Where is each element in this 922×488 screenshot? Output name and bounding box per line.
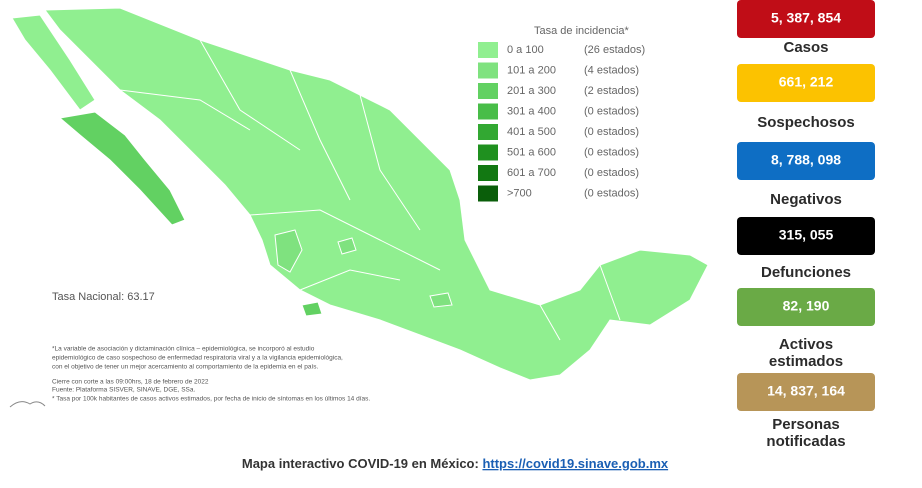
stat-box xyxy=(737,0,875,38)
state-highlight xyxy=(274,229,303,273)
stat-label: Casos xyxy=(783,39,828,56)
legend-count: (2 estados) xyxy=(584,85,639,97)
note: Fuente: Plataforma SISVER, SINAVE, DGE, … xyxy=(52,387,195,394)
stats: 5, 387, 854 Casos 661, 212 Sospechosos 8, 78… xyxy=(737,0,875,450)
stat-value: 14, 837, 164 xyxy=(767,383,845,399)
stat-label: estimados xyxy=(769,353,843,370)
legend-range: 401 a 500 xyxy=(507,126,556,138)
stat-box xyxy=(737,217,875,255)
legend-swatch xyxy=(478,62,498,79)
legend-range: 601 a 700 xyxy=(507,167,556,179)
legend-swatch xyxy=(478,185,498,202)
legend-swatch xyxy=(478,165,498,181)
state-highlight xyxy=(337,237,357,255)
state-highlight xyxy=(429,292,453,308)
legend-range: 201 a 300 xyxy=(507,85,556,97)
stat-value: 661, 212 xyxy=(779,74,834,90)
legend-count: (26 estados) xyxy=(584,44,645,56)
stat-value: 82, 190 xyxy=(783,298,830,314)
stat-label: Personas xyxy=(772,416,840,433)
note: *La variable de asociación y dictaminaci… xyxy=(52,346,315,353)
legend-swatch xyxy=(478,124,498,140)
note: epidemiológico de caso sospechoso de enf… xyxy=(52,355,343,362)
stat-label: Sospechosos xyxy=(757,114,855,131)
legend-swatch xyxy=(478,103,498,120)
map xyxy=(11,7,709,381)
legend-swatch xyxy=(478,144,498,161)
footer-link[interactable]: https://covid19.sinave.gob.mx xyxy=(482,456,668,471)
logo-mark xyxy=(9,401,46,408)
stat-box xyxy=(737,373,875,411)
national-rate: Tasa Nacional: 63.17 xyxy=(52,291,155,303)
stat-value: 5, 387, 854 xyxy=(771,10,841,26)
legend-range: 301 a 400 xyxy=(507,105,556,117)
stat-box xyxy=(737,288,875,326)
legend-count: (0 estados) xyxy=(584,105,639,117)
legend-count: (4 estados) xyxy=(584,64,639,76)
legend-title: Tasa de incidencia* xyxy=(534,25,630,37)
legend-range: 501 a 600 xyxy=(507,146,556,158)
mainland xyxy=(44,7,709,381)
stat-value: 315, 055 xyxy=(779,227,834,243)
legend-count: (0 estados) xyxy=(584,146,639,158)
legend-range: 0 a 100 xyxy=(507,44,544,56)
legend-range: >700 xyxy=(507,187,532,199)
note: * Tasa por 100k habitantes de casos acti… xyxy=(52,396,370,403)
legend-swatch xyxy=(478,83,498,99)
note: con el objetivo de tener un mejor acerca… xyxy=(52,364,318,371)
stat-label: Negativos xyxy=(770,191,842,208)
stat-value: 8, 788, 098 xyxy=(771,152,841,168)
legend-range: 101 a 200 xyxy=(507,64,556,76)
stat-label: notificadas xyxy=(766,433,845,450)
state-lines xyxy=(119,39,621,341)
stat-box xyxy=(737,64,875,102)
baja-california xyxy=(11,14,96,111)
note: Cierre con corte a las 09:00hrs, 18 de f… xyxy=(52,379,209,386)
legend-count: (0 estados) xyxy=(584,187,639,199)
stat-label: Defunciones xyxy=(761,264,851,281)
legend-swatch xyxy=(478,42,498,58)
legend: 0 a 100 (26 estados) 101 a 200 (4 estados) 2… xyxy=(478,42,645,202)
baja-california-sur xyxy=(58,111,186,226)
state-highlight xyxy=(301,301,323,317)
legend-count: (0 estados) xyxy=(584,126,639,138)
stat-box xyxy=(737,142,875,180)
notes: *La variable de asociación y dictaminaci… xyxy=(52,346,370,403)
legend-count: (0 estados) xyxy=(584,167,639,179)
footer-text: Mapa interactivo COVID-19 en México: xyxy=(242,456,479,471)
footer: Mapa interactivo COVID-19 en México: htt… xyxy=(242,456,669,471)
stat-label: Activos xyxy=(779,336,833,353)
